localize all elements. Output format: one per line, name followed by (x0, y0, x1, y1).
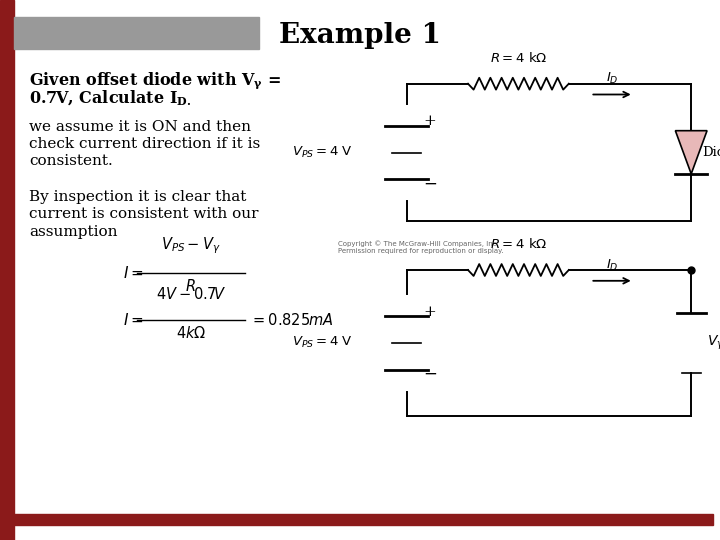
Text: assumption: assumption (29, 225, 117, 239)
Text: $R = 4\ \mathrm{k\Omega}$: $R = 4\ \mathrm{k\Omega}$ (490, 51, 547, 65)
Text: 0.7V, Calculate I$_\mathregular{D.}$: 0.7V, Calculate I$_\mathregular{D.}$ (29, 89, 192, 108)
Text: +: + (423, 305, 436, 319)
Text: −: − (423, 366, 437, 383)
Text: By inspection it is clear that: By inspection it is clear that (29, 190, 246, 204)
Text: $4V - 0.7V$: $4V - 0.7V$ (156, 286, 226, 302)
Text: −: − (423, 176, 437, 192)
Text: current is consistent with our: current is consistent with our (29, 207, 258, 221)
Text: check current direction if it is: check current direction if it is (29, 137, 260, 151)
Text: $I_D$: $I_D$ (606, 258, 618, 273)
Text: $R = 4\ \mathrm{k\Omega}$: $R = 4\ \mathrm{k\Omega}$ (490, 237, 547, 251)
Text: Diode: Diode (702, 146, 720, 159)
Text: Example 1: Example 1 (279, 22, 441, 49)
Text: $V_\gamma$: $V_\gamma$ (707, 334, 720, 352)
Text: $4k\Omega$: $4k\Omega$ (176, 325, 206, 341)
Text: $= 0.825mA$: $= 0.825mA$ (250, 312, 334, 328)
Text: $I =$: $I =$ (123, 265, 144, 281)
Polygon shape (675, 131, 707, 174)
Bar (14, 514, 713, 525)
Text: +: + (423, 114, 436, 128)
Text: $R$: $R$ (186, 278, 196, 294)
Bar (14, 17, 259, 49)
Text: $I_D$: $I_D$ (606, 71, 618, 86)
Text: $V_{PS} = 4\ \mathrm{V}$: $V_{PS} = 4\ \mathrm{V}$ (292, 145, 353, 160)
Text: consistent.: consistent. (29, 154, 112, 168)
Text: we assume it is ON and then: we assume it is ON and then (29, 120, 251, 134)
Bar (0, 0, 14, 540)
Text: Copyright © The McGraw-Hill Companies, Inc.
Permission required for reproduction: Copyright © The McGraw-Hill Companies, I… (338, 240, 504, 254)
Text: Given offset diode with V$_\mathregular{\gamma}$ =: Given offset diode with V$_\mathregular{… (29, 70, 281, 91)
Text: $V_{PS} = 4\ \mathrm{V}$: $V_{PS} = 4\ \mathrm{V}$ (292, 335, 353, 350)
Text: $V_{PS} -V_\gamma$: $V_{PS} -V_\gamma$ (161, 236, 220, 256)
Text: $I =$: $I =$ (123, 312, 144, 328)
